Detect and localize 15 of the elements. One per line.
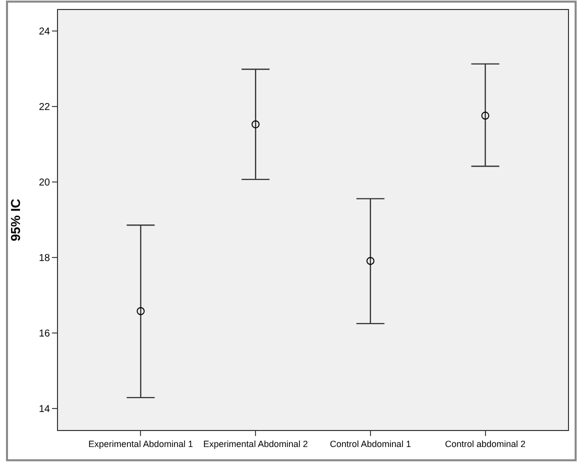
point bbox=[252, 120, 260, 128]
x-tick-label: Experimental Abdominal 1 bbox=[88, 438, 193, 449]
point bbox=[366, 256, 374, 265]
y-tick-label: 20 bbox=[38, 178, 50, 189]
y-tick-label: 16 bbox=[38, 328, 50, 340]
y-tick-label: 22 bbox=[38, 102, 50, 114]
y-tick-label: 18 bbox=[38, 253, 50, 264]
x-tick-label: Control Abdominal 1 bbox=[330, 438, 411, 449]
y-axis-title: 95% IC bbox=[8, 198, 23, 242]
point bbox=[136, 307, 145, 316]
x-tick-label: Control abdominal 2 bbox=[445, 438, 526, 449]
point bbox=[481, 112, 490, 120]
y-tick-label: 24 bbox=[38, 26, 50, 38]
y-tick-label: 14 bbox=[38, 404, 50, 415]
x-tick-label: Experimental Abdominal 2 bbox=[203, 438, 308, 449]
